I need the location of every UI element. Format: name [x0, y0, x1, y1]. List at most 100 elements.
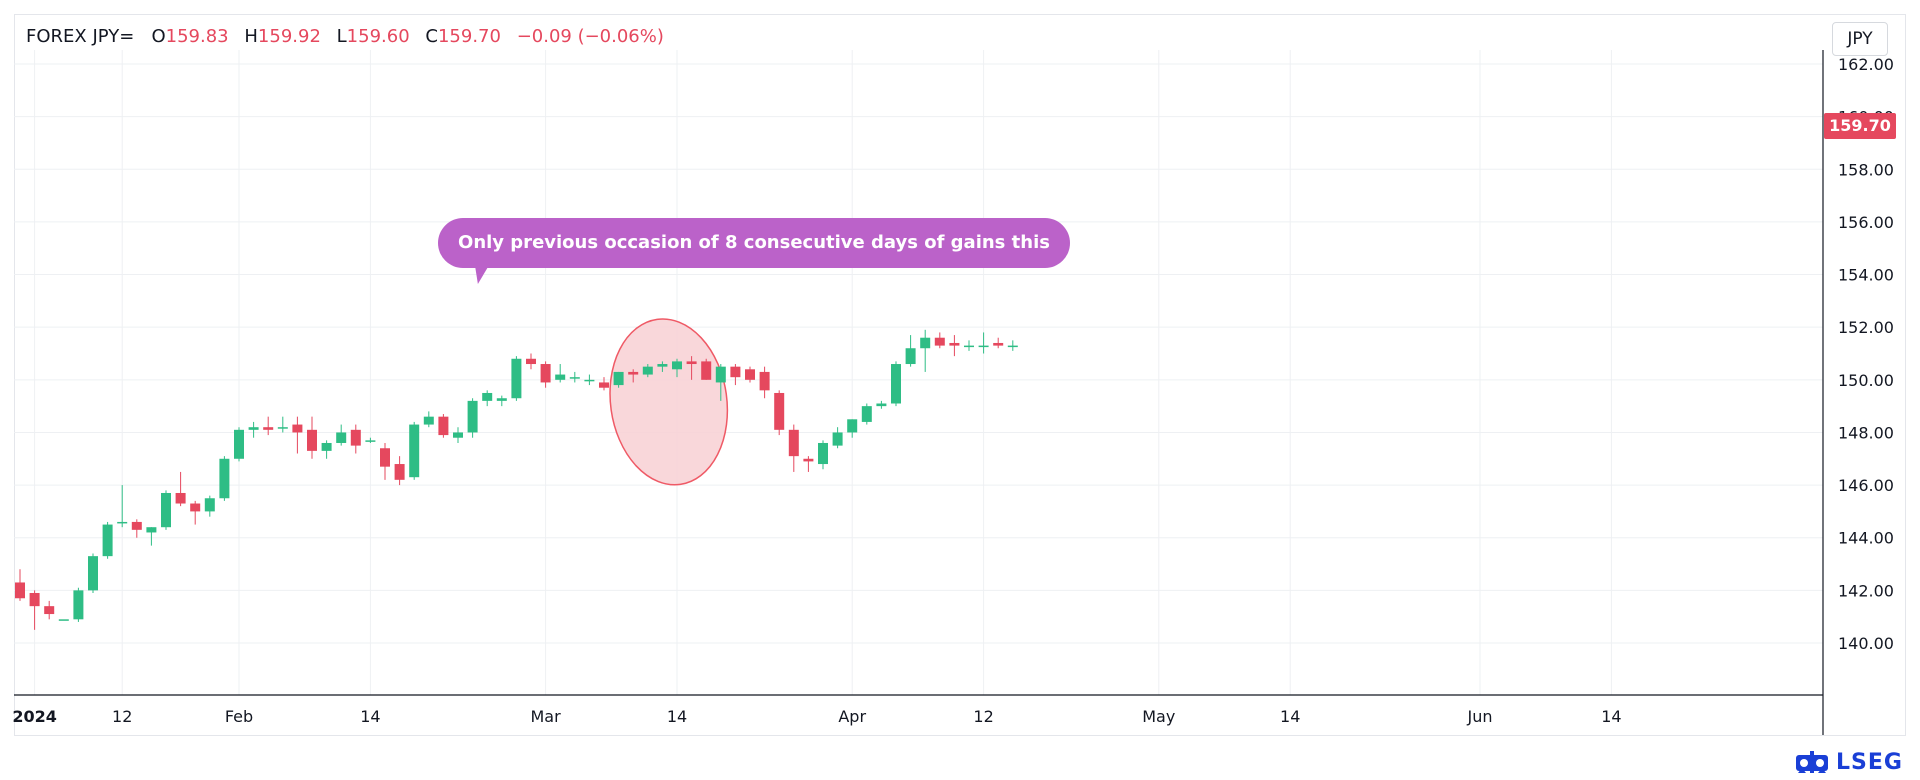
currency-button[interactable]: JPY — [1832, 22, 1888, 56]
x-tick-label: 14 — [1280, 707, 1300, 726]
candle — [88, 553, 98, 593]
candle — [307, 416, 317, 459]
candle — [453, 427, 463, 443]
y-tick-label: 162.00 — [1838, 55, 1894, 74]
candle — [891, 361, 901, 407]
candle — [672, 358, 682, 378]
highlight-ellipse — [609, 318, 729, 486]
candle — [730, 364, 741, 386]
candle-body — [642, 366, 653, 375]
candle-body — [146, 527, 157, 533]
candle — [818, 440, 828, 470]
candle-body — [511, 358, 522, 399]
candle-body — [336, 432, 347, 443]
candle — [321, 440, 332, 459]
lion-emblem-icon — [1796, 751, 1828, 773]
candle — [350, 424, 361, 454]
high-value: 159.92 — [257, 26, 321, 47]
candle-body — [482, 392, 493, 401]
candle-body — [15, 582, 25, 599]
candle-body — [102, 524, 113, 557]
candle-body — [263, 427, 274, 430]
candle — [759, 366, 770, 399]
candle-body — [526, 358, 536, 365]
change-value: −0.09 (−0.06%) — [516, 26, 664, 47]
candle — [73, 587, 84, 622]
candle — [175, 471, 186, 507]
candle-body — [993, 342, 1004, 346]
x-tick-label: Jun — [1467, 707, 1493, 726]
candle-body — [672, 361, 682, 370]
candle-body — [190, 503, 201, 512]
candle-body — [44, 606, 55, 615]
symbol-label: FOREX JPY= — [26, 26, 135, 47]
candle — [920, 329, 931, 372]
close-value: 159.70 — [437, 26, 501, 47]
candle — [15, 569, 25, 601]
candle-body — [905, 348, 916, 365]
candle — [569, 371, 580, 383]
close-label: C — [425, 26, 438, 47]
candle — [409, 421, 420, 480]
candle-body — [467, 400, 478, 433]
candle — [993, 337, 1004, 349]
y-tick-label: 140.00 — [1838, 634, 1894, 653]
candle-body — [131, 521, 142, 530]
candle — [29, 590, 40, 630]
candle — [219, 456, 230, 501]
candle — [1007, 340, 1018, 351]
candle-body — [686, 361, 697, 365]
candle-body — [555, 374, 566, 380]
candle — [876, 400, 887, 409]
candle-body — [438, 416, 449, 436]
candle-body — [978, 345, 989, 348]
candle — [394, 456, 405, 486]
candle — [861, 403, 872, 425]
candle — [613, 371, 624, 388]
x-tick-label: 12 — [112, 707, 132, 726]
candle — [657, 361, 668, 372]
candle — [964, 340, 974, 351]
candle-body — [584, 379, 595, 382]
candle — [263, 416, 274, 436]
x-tick-label: Feb — [225, 707, 253, 726]
candle-body — [818, 442, 828, 465]
candle-body — [788, 429, 799, 457]
candle — [44, 600, 55, 620]
quote-header: FOREX JPY= O159.83 H159.92 L159.60 C159.… — [26, 26, 674, 47]
x-tick-label: Mar — [531, 707, 562, 726]
candle-body — [496, 398, 507, 401]
candle-body — [613, 371, 624, 386]
y-tick-label: 146.00 — [1838, 476, 1894, 495]
candle — [467, 398, 478, 438]
candle — [599, 377, 609, 391]
candle-body — [307, 429, 317, 451]
candle-body — [277, 427, 288, 429]
candle — [978, 332, 989, 354]
axes: 140.00 142.00 144.00 146.00 148.00 150.00 152.… — [12, 50, 1894, 735]
candle-body — [88, 556, 98, 591]
candle-body — [423, 416, 434, 425]
x-tick-label: May — [1142, 707, 1175, 726]
candle — [496, 395, 507, 407]
candle-body — [774, 392, 785, 430]
candle-body — [964, 345, 974, 348]
candle — [117, 485, 128, 528]
candle — [745, 366, 755, 383]
candle-body — [161, 492, 171, 528]
candle — [540, 361, 551, 388]
candle-body — [920, 337, 931, 349]
candle-body — [175, 492, 186, 504]
candle — [701, 358, 712, 380]
candle-body — [847, 419, 858, 433]
low-label: L — [336, 26, 347, 47]
x-tick-label: 12 — [973, 707, 993, 726]
candle — [190, 500, 201, 525]
candle — [248, 421, 259, 438]
candle-body — [599, 382, 609, 388]
candle-body — [248, 427, 259, 430]
candle — [234, 427, 244, 462]
y-tick-label: 152.00 — [1838, 318, 1894, 337]
candle-body — [409, 424, 420, 478]
